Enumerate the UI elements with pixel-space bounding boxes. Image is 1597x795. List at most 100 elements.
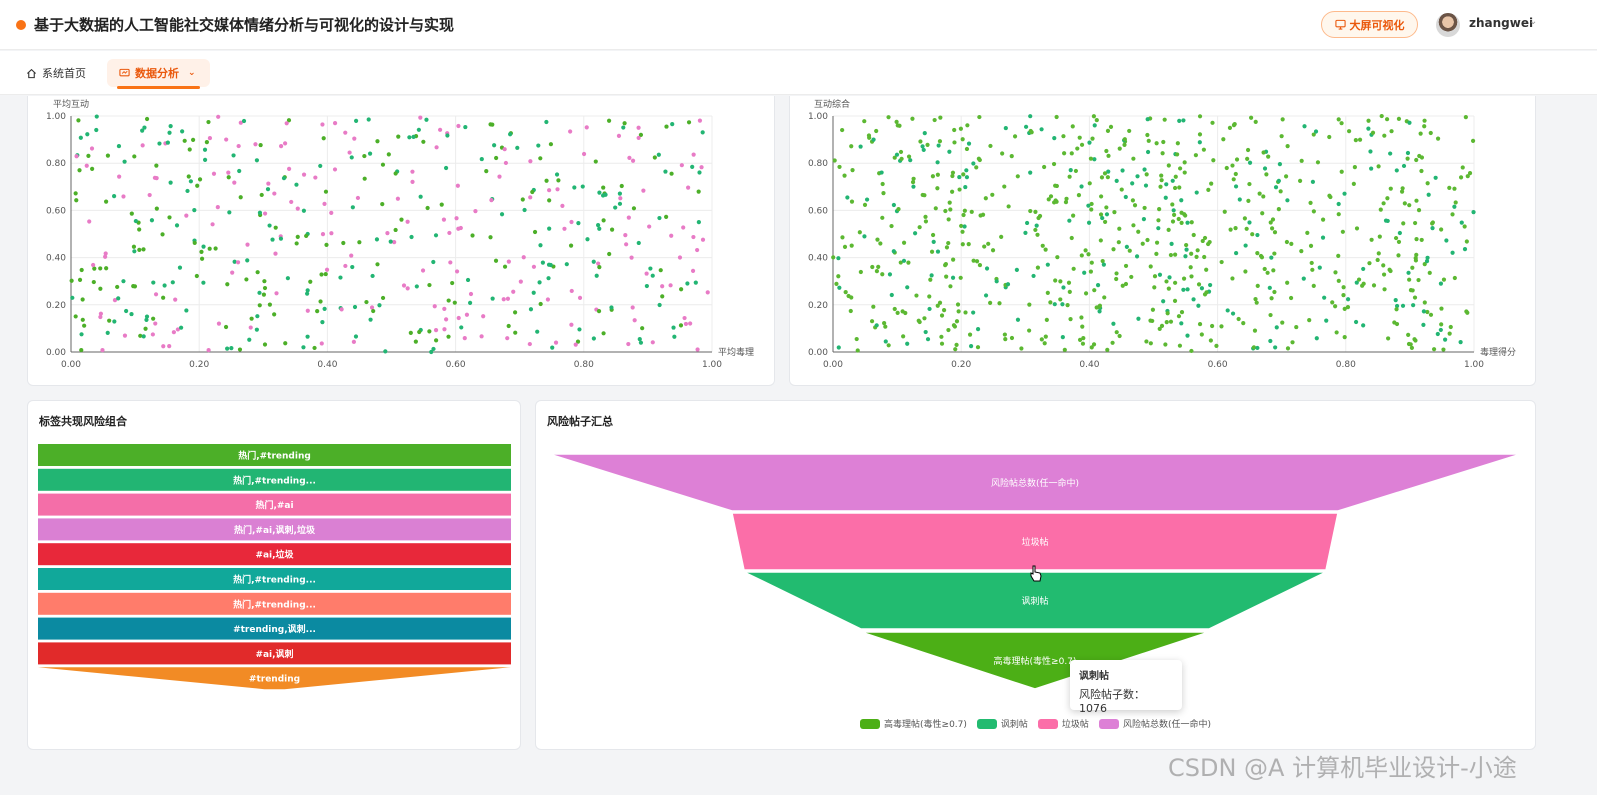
scatter-point[interactable] (1067, 174, 1072, 179)
scatter-point[interactable] (129, 311, 134, 317)
scatter-point[interactable] (964, 168, 969, 173)
scatter-point[interactable] (1182, 160, 1187, 165)
scatter-point[interactable] (1145, 132, 1150, 138)
scatter-point[interactable] (132, 284, 138, 289)
scatter-point[interactable] (555, 187, 560, 192)
scatter-point[interactable] (370, 273, 375, 279)
scatter-point[interactable] (1157, 272, 1163, 277)
scatter-point[interactable] (207, 135, 213, 141)
scatter-point[interactable] (944, 245, 950, 250)
scatter-point[interactable] (1098, 238, 1103, 243)
scatter-point[interactable] (1311, 283, 1316, 288)
scatter-point[interactable] (375, 139, 380, 144)
scatter-point[interactable] (983, 293, 989, 298)
scatter-point[interactable] (528, 159, 533, 164)
scatter-point[interactable] (1014, 267, 1019, 272)
scatter-point[interactable] (1339, 121, 1344, 126)
scatter-point[interactable] (488, 235, 493, 240)
scatter-point[interactable] (870, 264, 875, 270)
scatter-point[interactable] (538, 301, 543, 307)
scatter-point[interactable] (930, 174, 935, 179)
scatter-point[interactable] (908, 158, 913, 163)
scatter-point[interactable] (1381, 201, 1386, 206)
scatter-point[interactable] (1394, 303, 1400, 309)
scatter-point[interactable] (481, 314, 486, 319)
scatter-point[interactable] (1069, 151, 1074, 156)
scatter-point[interactable] (898, 260, 903, 265)
scatter-point[interactable] (869, 319, 875, 324)
scatter-point[interactable] (939, 334, 944, 339)
scatter-point[interactable] (1206, 187, 1211, 193)
scatter-point[interactable] (1195, 248, 1200, 253)
scatter-point[interactable] (371, 308, 376, 314)
scatter-point[interactable] (1230, 311, 1236, 316)
scatter-point[interactable] (1458, 340, 1463, 345)
scatter-point[interactable] (351, 339, 356, 344)
scatter-point[interactable] (1315, 160, 1321, 165)
scatter-point[interactable] (1114, 271, 1119, 276)
scatter-point[interactable] (535, 329, 540, 334)
scatter-point[interactable] (1260, 211, 1265, 216)
scatter-point[interactable] (1401, 163, 1407, 169)
scatter-point[interactable] (1067, 218, 1072, 223)
scatter-point[interactable] (1210, 120, 1215, 125)
funnel-segment[interactable] (548, 453, 1522, 512)
scatter-point[interactable] (454, 216, 459, 221)
scatter-point[interactable] (1207, 239, 1212, 245)
scatter-point[interactable] (632, 318, 637, 323)
scatter-point[interactable] (92, 266, 97, 271)
scatter-point[interactable] (837, 164, 842, 170)
scatter-point[interactable] (577, 295, 583, 301)
scatter-point[interactable] (494, 155, 499, 161)
scatter-point[interactable] (1159, 323, 1165, 328)
scatter-point[interactable] (690, 268, 696, 273)
scatter-point[interactable] (1299, 249, 1304, 254)
scatter-chart-left[interactable]: 平均互动 平均毒理 0.00 0.00 0.20 0.20 0.40 0.40 0.60 0.… (28, 96, 776, 386)
scatter-point[interactable] (202, 147, 208, 152)
scatter-point[interactable] (329, 210, 334, 215)
scatter-point[interactable] (630, 305, 635, 310)
scatter-point[interactable] (1265, 270, 1270, 275)
scatter-point[interactable] (86, 153, 91, 158)
scatter-point[interactable] (265, 187, 271, 192)
scatter-point[interactable] (968, 343, 974, 349)
scatter-point[interactable] (862, 119, 867, 124)
tag-bar[interactable] (38, 493, 511, 516)
scatter-point[interactable] (1393, 235, 1399, 241)
scatter-point[interactable] (1071, 266, 1076, 271)
scatter-point[interactable] (1405, 150, 1411, 156)
scatter-point[interactable] (1385, 218, 1390, 224)
scatter-point[interactable] (318, 163, 323, 169)
scatter-point[interactable] (305, 288, 310, 293)
scatter-point[interactable] (1037, 213, 1043, 219)
scatter-point[interactable] (352, 304, 358, 310)
scatter-point[interactable] (1197, 114, 1203, 119)
scatter-point[interactable] (201, 280, 206, 285)
scatter-point[interactable] (324, 242, 329, 247)
scatter-point[interactable] (1368, 149, 1373, 154)
scatter-point[interactable] (91, 279, 96, 285)
scatter-point[interactable] (1382, 287, 1387, 292)
scatter-point[interactable] (1428, 312, 1434, 317)
scatter-point[interactable] (162, 283, 167, 288)
scatter-point[interactable] (1083, 291, 1089, 296)
scatter-point[interactable] (249, 316, 254, 321)
scatter-point[interactable] (975, 345, 981, 350)
scatter-point[interactable] (1015, 317, 1021, 322)
scatter-point[interactable] (427, 282, 432, 288)
scatter-point[interactable] (1396, 253, 1401, 258)
scatter-point[interactable] (1181, 287, 1186, 292)
scatter-point[interactable] (679, 163, 684, 168)
scatter-point[interactable] (1341, 285, 1346, 290)
scatter-point[interactable] (960, 137, 965, 142)
scatter-point[interactable] (141, 334, 146, 339)
scatter-point[interactable] (569, 322, 574, 327)
scatter-point[interactable] (1202, 254, 1207, 260)
scatter-point[interactable] (1079, 253, 1084, 258)
scatter-point[interactable] (963, 310, 968, 315)
scatter-point[interactable] (167, 343, 172, 349)
scatter-point[interactable] (1150, 307, 1156, 312)
scatter-point[interactable] (388, 239, 393, 244)
scatter-point[interactable] (686, 120, 692, 125)
scatter-point[interactable] (1317, 265, 1322, 270)
